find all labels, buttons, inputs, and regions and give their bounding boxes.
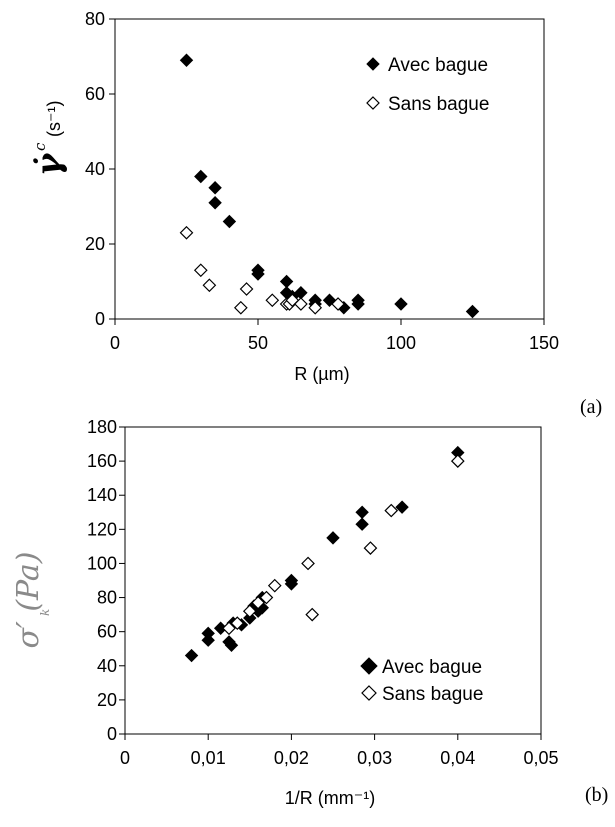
panel-label-b: (b) <box>585 784 608 806</box>
point-sans-bague <box>450 454 465 468</box>
y-tick-label: 160 <box>87 451 117 471</box>
point-sans-bague <box>384 503 399 518</box>
legend-marker-avec-b <box>360 657 378 675</box>
point-sans-bague <box>222 621 236 636</box>
y-tick-label: 40 <box>97 656 117 676</box>
point-avec-bague <box>355 505 369 519</box>
point-sans-bague <box>301 556 315 571</box>
legend-marker-sans-a <box>366 96 380 110</box>
x-tick-label: 100 <box>386 333 416 353</box>
gamma-superscript: c <box>31 142 49 151</box>
x-tick-label: 0 <box>120 748 130 768</box>
point-avec-bague <box>279 274 294 289</box>
legend-label-avec-a: Avec bague <box>388 55 488 76</box>
point-avec-bague <box>208 181 222 195</box>
point-avec-bague <box>355 517 369 531</box>
y-tick-label: 140 <box>87 485 117 505</box>
point-avec-bague <box>194 169 208 184</box>
ticks-b: 0 0,01 0,02 0,03 0,04 0,05 0 20 40 60 80 100 120 140 1… <box>87 417 559 768</box>
x-tick-label: 0 <box>110 333 120 353</box>
x-tick-label: 150 <box>529 333 559 353</box>
x-tick-label: 0,05 <box>523 748 558 768</box>
point-avec-bague <box>465 304 480 319</box>
points-b <box>184 445 465 663</box>
point-sans-bague <box>233 300 248 315</box>
point-sans-bague <box>267 578 282 593</box>
point-avec-bague <box>224 638 239 653</box>
legend-a: Avec bague Sans bague <box>366 55 489 115</box>
legend-marker-sans-b <box>361 685 377 701</box>
y-tick-label: 20 <box>97 690 117 710</box>
plot-frame-b <box>124 426 542 735</box>
point-avec-bague <box>201 633 215 647</box>
point-sans-bague <box>265 293 280 308</box>
point-sans-bague <box>202 278 217 293</box>
point-avec-bague <box>251 267 265 281</box>
x-tick-label: 0,01 <box>191 748 226 768</box>
gamma-unit: (s⁻¹) <box>44 101 64 137</box>
y-tick-label: 120 <box>87 519 117 539</box>
panel-label-a: (a) <box>580 396 602 418</box>
panel-a: 0 50 100 150 0 20 40 60 80 R (µm) γ̇ c (s⁻¹) Ave… <box>29 9 602 418</box>
panel-b: 0 0,01 0,02 0,03 0,04 0,05 0 20 40 60 80 100 120 140 1… <box>11 417 608 808</box>
y-tick-label: 60 <box>97 622 117 642</box>
point-sans-bague <box>239 282 254 296</box>
point-sans-bague <box>251 595 265 610</box>
legend-b: Avec bague Sans bague <box>360 657 483 705</box>
legend-label-sans-b: Sans bague <box>382 684 483 705</box>
x-tick-label: 0,03 <box>357 748 392 768</box>
point-sans-bague <box>230 616 245 630</box>
y-tick-label: 60 <box>85 84 105 104</box>
point-sans-bague <box>294 297 308 311</box>
y-axis-label-a: γ̇ c (s⁻¹) <box>29 101 69 177</box>
point-sans-bague <box>242 604 257 619</box>
legend-marker-avec-a <box>366 57 380 71</box>
point-sans-bague <box>179 225 194 240</box>
x-axis-label-b: 1/R (mm⁻¹) <box>285 788 375 808</box>
gamma-dot-symbol: γ̇ <box>29 152 69 176</box>
y-axis-label-b: σ′ (Pa) k <box>11 552 52 649</box>
point-avec-bague <box>326 531 340 545</box>
point-avec-bague <box>208 196 222 210</box>
point-avec-bague <box>184 648 199 663</box>
x-tick-label: 0,04 <box>440 748 475 768</box>
point-sans-bague <box>308 300 323 315</box>
point-sans-bague <box>363 541 378 555</box>
ticks-a: 0 50 100 150 0 20 40 60 80 <box>85 9 559 353</box>
y-tick-label: 20 <box>85 234 105 254</box>
sigma-label: σ′ (Pa) <box>11 552 46 649</box>
point-sans-bague <box>259 590 274 605</box>
point-avec-bague <box>179 53 194 67</box>
point-sans-bague <box>193 263 208 278</box>
y-tick-label: 180 <box>87 417 117 437</box>
point-avec-bague <box>284 573 299 588</box>
point-sans-bague <box>305 607 320 622</box>
legend-label-avec-b: Avec bague <box>382 657 482 678</box>
x-tick-label: 50 <box>248 333 268 353</box>
point-avec-bague <box>222 214 237 229</box>
y-tick-label: 0 <box>95 309 105 329</box>
point-avec-bague <box>394 297 408 311</box>
sigma-subscript: k <box>38 609 52 616</box>
point-sans-bague <box>331 297 345 311</box>
x-tick-label: 0,02 <box>274 748 309 768</box>
x-axis-label-a: R (µm) <box>294 364 349 384</box>
point-avec-bague <box>201 626 215 641</box>
legend-label-sans-a: Sans bague <box>388 94 489 115</box>
point-avec-bague <box>395 500 409 514</box>
points-a <box>179 53 480 319</box>
y-tick-label: 100 <box>87 553 117 573</box>
y-tick-label: 0 <box>107 724 117 744</box>
point-avec-bague <box>351 293 365 307</box>
y-tick-label: 40 <box>85 159 105 179</box>
y-tick-label: 80 <box>85 9 105 29</box>
y-tick-label: 80 <box>97 588 117 608</box>
